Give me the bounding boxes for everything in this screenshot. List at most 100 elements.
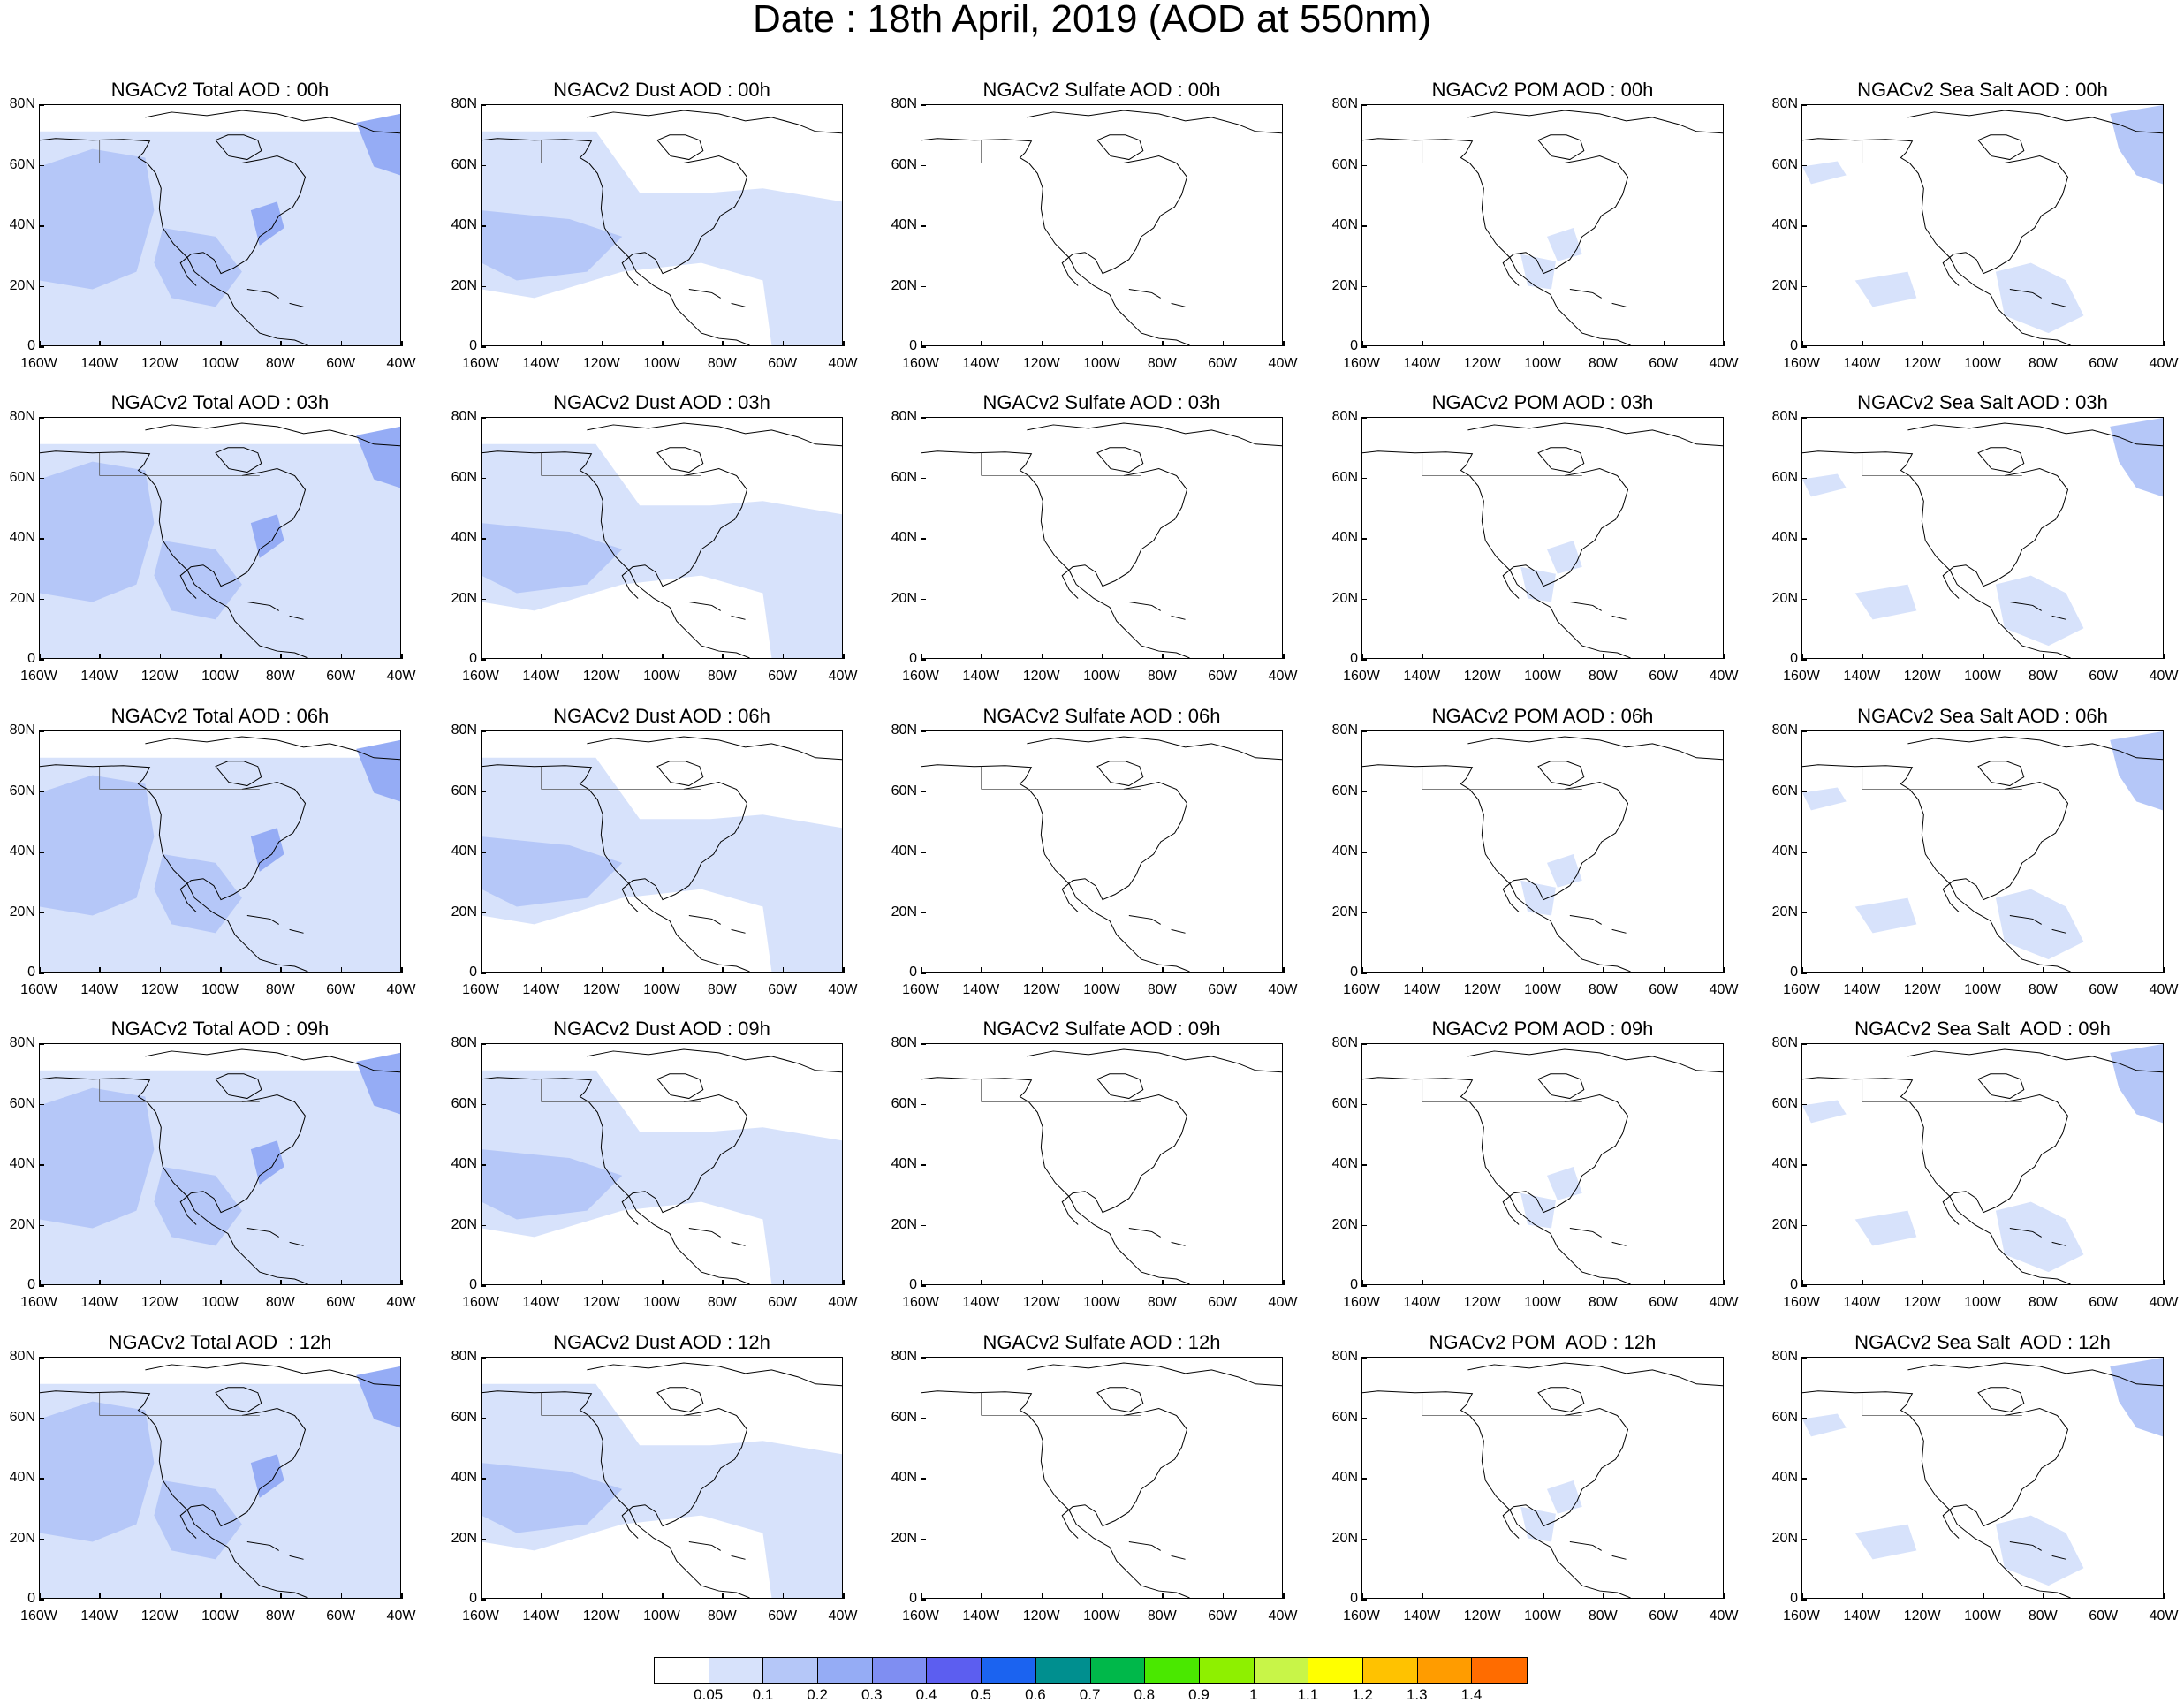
lon-tick-label: 80W bbox=[265, 1608, 295, 1624]
atlantic-coastline bbox=[1502, 1408, 1629, 1539]
country-border bbox=[541, 1079, 701, 1102]
map-frame bbox=[39, 417, 401, 659]
aod-region-3 bbox=[1854, 271, 1917, 307]
lon-tick bbox=[220, 654, 222, 659]
lon-tick-label: 140W bbox=[1403, 356, 1441, 371]
lat-tick bbox=[921, 730, 926, 732]
lon-tick bbox=[601, 654, 603, 659]
colorbar-label: 0.7 bbox=[1079, 1686, 1101, 1703]
aod-region-1 bbox=[1520, 880, 1556, 916]
aod-region-2 bbox=[154, 853, 242, 934]
lon-tick bbox=[280, 1593, 282, 1599]
lon-tick bbox=[2043, 1280, 2044, 1285]
lat-tick bbox=[481, 104, 486, 106]
lat-tick bbox=[921, 477, 926, 479]
aod-map bbox=[1362, 736, 1723, 972]
lat-tick-label: 0 bbox=[469, 1277, 477, 1292]
lon-tick-label: 80W bbox=[2028, 669, 2058, 684]
caribbean-islands bbox=[1128, 288, 1186, 307]
lon-tick bbox=[921, 654, 922, 659]
lat-tick-label: 80N bbox=[1331, 1035, 1358, 1050]
lon-tick bbox=[921, 1280, 922, 1285]
lon-tick bbox=[220, 1593, 222, 1599]
lon-tick bbox=[843, 1593, 845, 1599]
lat-tick-label: 40N bbox=[9, 1470, 35, 1485]
arctic-coastline bbox=[1907, 110, 2163, 134]
colorbar-label: 0.1 bbox=[752, 1686, 774, 1703]
lat-tick bbox=[39, 417, 44, 419]
lon-tick-label: 100W bbox=[201, 1295, 239, 1310]
lon-tick-label: 120W bbox=[1463, 356, 1501, 371]
lon-tick-label: 100W bbox=[1524, 982, 1561, 997]
lon-tick-label: 80W bbox=[707, 982, 737, 997]
arctic-coastline bbox=[587, 110, 842, 134]
lon-tick-label: 140W bbox=[80, 1608, 118, 1624]
lat-tick bbox=[39, 1043, 44, 1045]
panel-title: NGACv2 Sulfate AOD : 09h bbox=[982, 1018, 1221, 1040]
lon-tick-label: 60W bbox=[1208, 1295, 1238, 1310]
lon-tick bbox=[541, 341, 542, 346]
colorbar-label: 0.5 bbox=[970, 1686, 991, 1703]
lon-tick-label: 40W bbox=[2149, 982, 2179, 997]
panel-title: NGACv2 Sea Salt AOD : 12h bbox=[1854, 1331, 2111, 1353]
map-panel-seasalt-1: NGACv2 Sea Salt AOD : 03h 80N 60N 40N 20N 0 16… bbox=[1763, 392, 2179, 696]
lat-tick bbox=[1801, 1164, 1807, 1166]
lat-tick bbox=[921, 285, 926, 287]
lon-tick-label: 60W bbox=[768, 982, 798, 997]
map-frame bbox=[1801, 417, 2164, 659]
lon-tick bbox=[1983, 1593, 1984, 1599]
lat-tick-label: 80N bbox=[891, 409, 917, 424]
lat-tick-label: 60N bbox=[9, 1095, 35, 1111]
colorbar-box-3 bbox=[818, 1658, 873, 1683]
lat-tick bbox=[921, 164, 926, 166]
caribbean-islands bbox=[1569, 1540, 1627, 1560]
lon-tick bbox=[1983, 341, 1984, 346]
lat-tick bbox=[921, 104, 926, 106]
aod-map bbox=[40, 1362, 400, 1598]
lon-tick-label: 160W bbox=[1783, 982, 1820, 997]
lon-tick-label: 140W bbox=[962, 356, 1000, 371]
lat-tick bbox=[1361, 1357, 1367, 1359]
lon-tick bbox=[340, 654, 343, 659]
colorbar-label: 1.1 bbox=[1297, 1686, 1319, 1703]
colorbar-label: 0.9 bbox=[1188, 1686, 1210, 1703]
lat-tick bbox=[39, 477, 44, 479]
aod-region-1 bbox=[1802, 1100, 1847, 1124]
lon-tick bbox=[2103, 1280, 2105, 1285]
lon-tick bbox=[1543, 1280, 1544, 1285]
lat-tick bbox=[481, 912, 486, 913]
pacific-coastline bbox=[921, 450, 1190, 658]
lat-tick bbox=[39, 1357, 44, 1359]
lon-tick bbox=[1922, 1593, 1924, 1599]
lon-tick-label: 60W bbox=[1649, 982, 1679, 997]
lon-tick-label: 160W bbox=[462, 1608, 499, 1624]
lon-tick bbox=[1041, 1593, 1043, 1599]
pacific-coastline bbox=[482, 450, 750, 658]
lon-tick bbox=[159, 1593, 162, 1599]
lat-tick-label: 20N bbox=[1771, 1530, 1798, 1546]
aod-map bbox=[40, 736, 400, 972]
lon-tick bbox=[1102, 967, 1103, 973]
lat-tick-label: 80N bbox=[891, 1035, 917, 1050]
lat-tick-label: 20N bbox=[891, 1530, 917, 1546]
lat-tick-label: 20N bbox=[891, 277, 917, 293]
lat-tick bbox=[1801, 1538, 1807, 1540]
aod-region-3 bbox=[1854, 897, 1917, 934]
lat-tick-label: 80N bbox=[9, 96, 35, 111]
lat-tick bbox=[481, 1478, 486, 1480]
lon-tick-label: 120W bbox=[1022, 1608, 1060, 1624]
hudson-bay bbox=[1537, 761, 1585, 787]
lat-tick-label: 0 bbox=[27, 1277, 35, 1292]
lat-tick-label: 80N bbox=[451, 723, 477, 738]
colorbar-box-0 bbox=[655, 1658, 709, 1683]
map-frame bbox=[39, 104, 401, 346]
lat-tick bbox=[921, 659, 926, 661]
lat-tick bbox=[921, 1538, 926, 1540]
panel-title: NGACv2 POM AOD : 03h bbox=[1431, 391, 1654, 413]
pacific-coastline bbox=[40, 1390, 308, 1598]
lon-tick-label: 120W bbox=[1022, 1295, 1060, 1310]
map-frame bbox=[1801, 730, 2164, 973]
aod-region-1 bbox=[482, 836, 623, 907]
lat-tick bbox=[1361, 285, 1367, 287]
lat-tick-label: 80N bbox=[891, 1349, 917, 1364]
